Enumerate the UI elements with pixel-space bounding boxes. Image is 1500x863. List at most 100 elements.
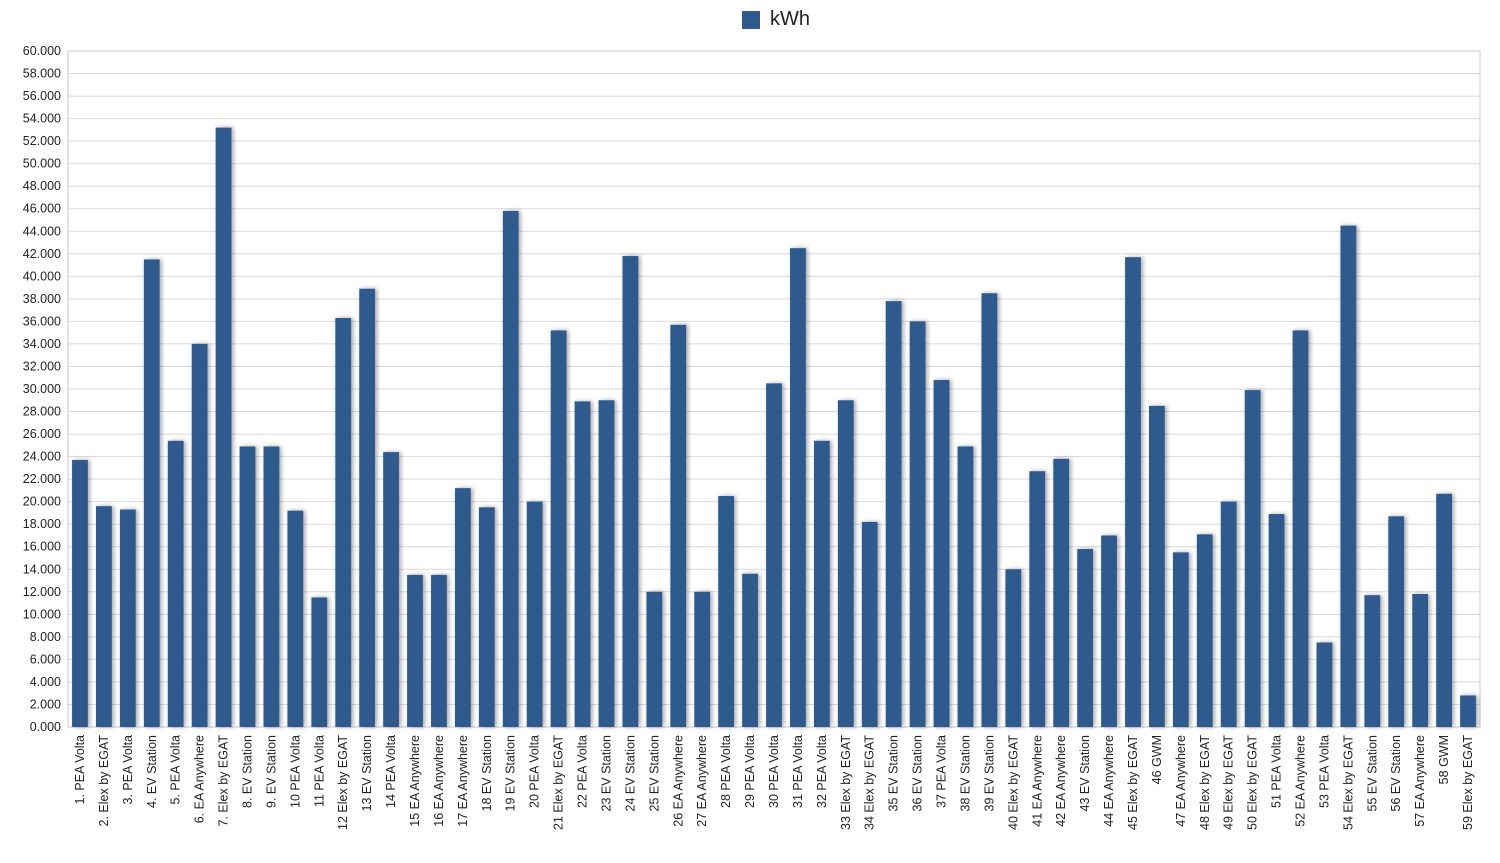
y-tick-label: 16.000	[23, 540, 61, 554]
y-tick-label: 34.000	[23, 337, 61, 351]
x-tick-label: 39 EV Station	[982, 735, 996, 811]
bar	[598, 400, 615, 727]
legend: kWh	[742, 8, 810, 31]
y-tick-label: 44.000	[23, 224, 61, 238]
x-tick-label: 38 EV Station	[958, 735, 972, 811]
y-tick-label: 14.000	[23, 562, 61, 576]
bar	[335, 318, 352, 727]
y-tick-label: 26.000	[23, 427, 61, 441]
bar	[96, 506, 112, 727]
bar	[1364, 595, 1381, 727]
bar	[1196, 534, 1213, 727]
x-tick-label: 33 Elex by EGAT	[839, 735, 853, 830]
x-tick-label: 44 EA Anywhere	[1102, 735, 1116, 827]
x-tick-label: 31 PEA Volta	[791, 735, 805, 808]
x-tick-label: 50 Elex by EGAT	[1246, 735, 1260, 830]
bar	[454, 488, 471, 727]
x-tick-label: 34 Elex by EGAT	[863, 735, 877, 830]
bar	[191, 343, 208, 727]
x-tick-label: 19 EV Station	[504, 735, 518, 811]
x-tick-label: 41 EA Anywhere	[1030, 735, 1044, 827]
y-tick-label: 22.000	[23, 472, 61, 486]
y-tick-label: 52.000	[23, 134, 61, 148]
bar	[119, 509, 136, 727]
x-tick-label: 47 EA Anywhere	[1174, 735, 1188, 827]
y-tick-label: 56.000	[23, 89, 61, 103]
x-tick-label: 43 EV Station	[1078, 735, 1092, 811]
bar	[790, 248, 806, 727]
x-tick-label: 5. PEA Volta	[169, 735, 183, 805]
x-tick-label: 52 EA Anywhere	[1294, 735, 1308, 827]
bar	[766, 383, 782, 727]
x-tick-label: 11 PEA Volta	[312, 735, 326, 807]
x-tick-label: 36 EV Station	[911, 735, 925, 811]
x-tick-label: 29 PEA Volta	[743, 735, 757, 808]
bar	[143, 259, 160, 727]
y-tick-label: 30.000	[23, 382, 61, 396]
bar	[909, 321, 926, 727]
x-tick-label: 45 Elex by EGAT	[1126, 735, 1140, 830]
x-tick-label: 14 PEA Volta	[384, 735, 398, 808]
y-tick-label: 20.000	[23, 495, 61, 509]
y-tick-label: 4.000	[30, 675, 61, 689]
bar	[933, 379, 950, 727]
y-tick-label: 46.000	[23, 202, 61, 216]
x-tick-label: 15 EA Anywhere	[408, 735, 422, 827]
x-tick-label: 54 Elex by EGAT	[1341, 735, 1355, 830]
bar	[622, 256, 639, 727]
bar	[1244, 390, 1261, 727]
y-tick-label: 36.000	[23, 314, 61, 328]
y-tick-label: 50.000	[23, 157, 61, 171]
x-tick-label: 1. PEA Volta	[73, 735, 87, 805]
x-tick-label: 55 EV Station	[1365, 735, 1379, 811]
x-tick-label: 22 PEA Volta	[576, 735, 590, 808]
x-tick-label: 21 Elex by EGAT	[552, 735, 566, 830]
y-tick-label: 12.000	[23, 585, 61, 599]
bar	[407, 574, 423, 727]
bar	[311, 597, 328, 727]
y-tick-label: 2.000	[30, 697, 61, 711]
bar	[574, 401, 591, 727]
x-tick-label: 9. EV Station	[264, 735, 278, 808]
bar	[1077, 548, 1094, 727]
x-tick-label: 37 PEA Volta	[935, 735, 949, 808]
bar	[550, 330, 567, 727]
bar	[287, 510, 304, 727]
x-tick-label: 6. EA Anywhere	[193, 735, 207, 823]
x-tick-label: 51 PEA Volta	[1270, 735, 1284, 808]
bar	[885, 301, 902, 727]
bar	[383, 452, 399, 727]
bar	[167, 440, 184, 727]
x-tick-label: 20 PEA Volta	[528, 735, 542, 808]
x-tick-label: 48 Elex by EGAT	[1198, 735, 1212, 830]
x-tick-label: 58 GWM	[1437, 735, 1451, 784]
x-tick-label: 28 PEA Volta	[719, 735, 733, 808]
bar	[526, 501, 543, 727]
bar	[1005, 569, 1022, 727]
x-tick-label: 17 EA Anywhere	[456, 735, 470, 827]
x-tick-label: 30 PEA Volta	[767, 735, 781, 808]
bar	[742, 573, 758, 727]
y-tick-label: 32.000	[23, 359, 61, 373]
x-tick-label: 46 GWM	[1150, 735, 1164, 784]
bar	[957, 446, 974, 727]
bar	[1292, 330, 1309, 727]
y-tick-label: 38.000	[23, 292, 61, 306]
x-tick-label: 56 EV Station	[1389, 735, 1403, 811]
y-tick-label: 10.000	[23, 607, 61, 621]
bar	[813, 440, 830, 727]
y-tick-label: 54.000	[23, 112, 61, 126]
bar	[502, 210, 519, 727]
bar	[1388, 516, 1405, 727]
y-tick-label: 48.000	[23, 179, 61, 193]
x-tick-label: 26 EA Anywhere	[671, 735, 685, 827]
bar	[72, 459, 88, 727]
bar	[1029, 471, 1046, 727]
bar	[1268, 514, 1285, 727]
bar	[359, 288, 376, 727]
x-tick-label: 7. Elex by EGAT	[217, 735, 231, 827]
y-tick-label: 42.000	[23, 247, 61, 261]
bar	[1220, 501, 1237, 727]
y-tick-label: 18.000	[23, 517, 61, 531]
